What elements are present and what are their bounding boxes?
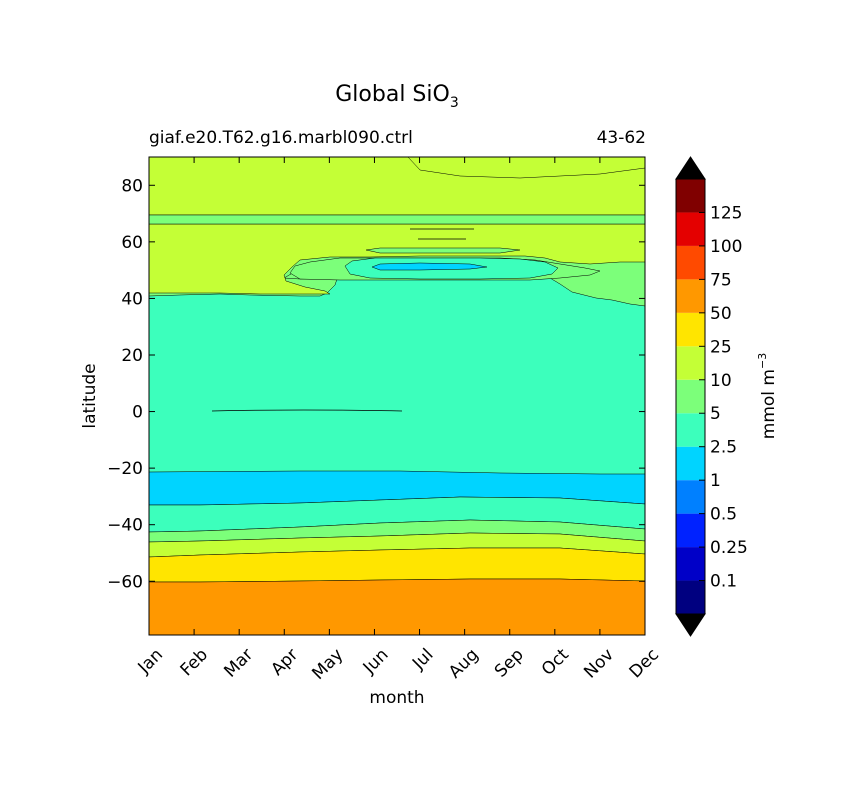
colorbar-tick-label: 1	[710, 471, 721, 491]
colorbar-extend-min	[675, 613, 706, 637]
x-tick-label: Feb	[177, 645, 212, 680]
colorbar-tick-label: 0.1	[710, 572, 737, 592]
colorbar-swatch	[676, 212, 705, 246]
x-tick-label: Nov	[580, 645, 618, 683]
colorbar-swatch	[676, 446, 705, 481]
colorbar: 0.1 0.25 0.5 1 2.5 5 10 25 50 75 100 125	[675, 156, 748, 637]
x-tick-label: Jan	[134, 645, 167, 678]
colorbar-extend-max	[675, 156, 706, 180]
colorbar-tick-label: 125	[710, 203, 742, 223]
region-5-10-strip	[149, 214, 645, 225]
years-label: 43-62	[597, 128, 646, 148]
case-name: giaf.e20.T62.g16.marbl090.ctrl	[149, 128, 413, 148]
colorbar-swatch	[676, 312, 705, 347]
region-10-25-north	[149, 157, 645, 295]
colorbar-swatch	[676, 480, 705, 514]
y-tick-label: 80	[121, 176, 143, 196]
y-axis: 80 60 40 20 0 −20 −40 −60	[107, 176, 645, 592]
y-tick-label: −60	[107, 572, 143, 592]
colorbar-tick-label: 10	[710, 371, 732, 391]
contour-plot	[148, 156, 646, 636]
y-axis-label: latitude	[80, 363, 100, 428]
colorbar-swatch	[676, 245, 705, 280]
chart-title: Global SiO3	[335, 82, 459, 111]
x-tick-label: Jun	[359, 645, 393, 679]
contour-line-equator	[211, 409, 403, 412]
x-tick-label: Aug	[445, 645, 483, 683]
y-tick-label: −40	[107, 516, 143, 536]
y-tick-label: 60	[121, 233, 143, 253]
y-tick-label: 40	[121, 289, 143, 309]
y-tick-label: −20	[107, 459, 143, 479]
x-tick-label: Dec	[626, 645, 663, 682]
colorbar-swatch	[676, 513, 705, 548]
colorbar-tick-label: 25	[710, 337, 732, 357]
colorbar-frame	[675, 178, 706, 615]
region-5-10-patch	[365, 247, 521, 254]
region-50-75-south	[149, 578, 645, 635]
colorbar-tick-label: 2.5	[710, 438, 737, 458]
colorbar-tick-label: 50	[710, 304, 732, 324]
colorbar-swatch	[676, 346, 705, 380]
x-tick-label: May	[308, 645, 347, 684]
colorbar-unit-label: mmol m−3	[756, 353, 779, 439]
region-5-10-arctic	[407, 157, 645, 179]
colorbar-swatch	[676, 179, 705, 213]
colorbar-swatch	[676, 413, 705, 447]
x-axis-label: month	[369, 688, 424, 708]
colorbar-tick-label: 5	[710, 404, 721, 424]
colorbar-swatch	[676, 279, 705, 313]
region-1-2p5-lens	[371, 262, 488, 271]
colorbar-swatch	[676, 580, 705, 614]
x-tick-label: Oct	[538, 645, 573, 680]
plot-frame	[148, 156, 646, 636]
x-tick-label: Mar	[220, 645, 257, 682]
x-tick-label: Apr	[267, 645, 302, 680]
colorbar-tick-label: 75	[710, 270, 732, 290]
colorbar-swatch	[676, 547, 705, 581]
colorbar-tick-label: 100	[710, 237, 742, 257]
x-tick-label: Sep	[491, 645, 528, 682]
y-tick-label: 20	[121, 346, 143, 366]
y-tick-label: 0	[132, 403, 143, 423]
x-tick-label: Jul	[408, 645, 437, 674]
colorbar-tick-label: 0.25	[710, 538, 748, 558]
colorbar-swatch	[676, 379, 705, 414]
colorbar-tick-label: 0.5	[710, 505, 737, 525]
